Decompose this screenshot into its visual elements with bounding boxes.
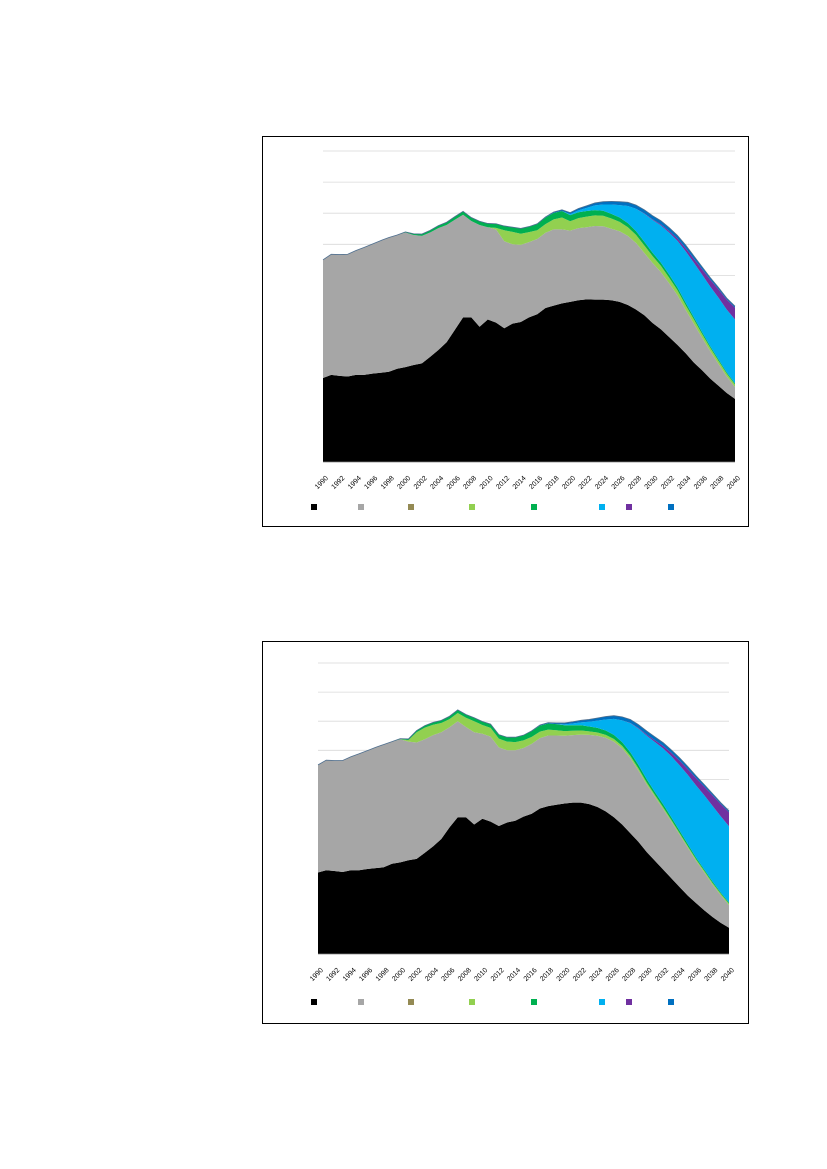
legend-item-7 — [626, 504, 632, 510]
x-tick-label: 2012 — [490, 967, 506, 983]
total-outline — [317, 709, 730, 812]
legend-item-2 — [358, 999, 364, 1005]
x-tick-label: 2000 — [391, 967, 407, 983]
x-tick-label: 2020 — [561, 475, 577, 491]
x-tick-label: 2034 — [677, 475, 693, 491]
legend-item-8 — [668, 504, 674, 510]
x-tick-label: 2038 — [704, 967, 720, 983]
x-tick-label: 2022 — [572, 967, 588, 983]
x-tick-label: 2028 — [621, 967, 637, 983]
legend-swatch — [311, 504, 317, 510]
x-tick-label: 2002 — [413, 475, 429, 491]
chart-bottom: 1990 1992 1994 1996 1998 2000 2002 2004 2006 2008… — [262, 641, 749, 1024]
total-outline — [322, 200, 736, 307]
legend-item-6 — [599, 504, 605, 510]
x-tick-label: 2036 — [687, 967, 703, 983]
x-tick-label: 2034 — [671, 967, 687, 983]
x-tick-label: 2010 — [473, 967, 489, 983]
x-tick-label: 2000 — [396, 475, 412, 491]
legend-swatch — [408, 504, 414, 510]
x-tick-label: 2026 — [605, 967, 621, 983]
x-tick-label: 2010 — [479, 475, 495, 491]
x-tick-label: 2002 — [408, 967, 424, 983]
chart-bottom-svg: 1990 1992 1994 1996 1998 2000 2002 2004 2006 2008… — [309, 662, 736, 983]
legend-item-8 — [668, 999, 674, 1005]
legend-swatch — [311, 999, 317, 1005]
legend-item-4 — [469, 999, 475, 1005]
x-tick-label: 2022 — [578, 475, 594, 491]
legend-swatch — [469, 999, 475, 1005]
area-series-2 — [323, 214, 735, 399]
legend-item-6 — [599, 999, 605, 1005]
chart-top-svg: 1990 1992 1994 1996 1998 2000 2002 2004 2006 2008… — [314, 150, 742, 491]
legend-swatch — [469, 504, 475, 510]
legend-swatch — [358, 504, 364, 510]
chart-top: 1990 1992 1994 1996 1998 2000 2002 2004 2006 2008… — [262, 136, 749, 527]
legend-item-7 — [626, 999, 632, 1005]
legend-swatch — [531, 504, 537, 510]
x-tick-label: 2030 — [644, 475, 660, 491]
x-tick-label: 2040 — [726, 475, 742, 491]
x-tick-label: 2004 — [424, 967, 440, 983]
x-tick-label: 2014 — [512, 475, 528, 491]
legend-swatch — [599, 999, 605, 1005]
x-tick-label: 2036 — [693, 475, 709, 491]
legend-swatch — [408, 999, 414, 1005]
x-tick-label: 1992 — [325, 967, 341, 983]
x-tick-label: 2032 — [654, 967, 670, 983]
x-tick-label: 2006 — [446, 475, 462, 491]
x-tick-label: 1990 — [314, 475, 330, 491]
x-tick-label: 2014 — [506, 967, 522, 983]
x-tick-label: 2038 — [709, 475, 725, 491]
legend-item-2 — [358, 504, 364, 510]
x-tick-label: 2028 — [627, 475, 643, 491]
x-tick-label: 2012 — [495, 475, 511, 491]
legend-swatch — [668, 999, 674, 1005]
x-tick-label: 2020 — [556, 967, 572, 983]
x-tick-label: 1994 — [342, 967, 358, 983]
legend-swatch — [358, 999, 364, 1005]
x-tick-label: 2024 — [588, 967, 604, 983]
legend-item-4 — [469, 504, 475, 510]
x-tick-label: 1998 — [380, 475, 396, 491]
x-tick-label: 2030 — [638, 967, 654, 983]
x-tick-label: 1996 — [363, 475, 379, 491]
x-tick-label: 2008 — [457, 967, 473, 983]
x-tick-label: 2018 — [545, 475, 561, 491]
legend-swatch — [626, 999, 632, 1005]
legend-item-1 — [311, 504, 317, 510]
x-tick-label: 2024 — [594, 475, 610, 491]
legend-swatch — [599, 504, 605, 510]
x-tick-label: 1996 — [358, 967, 374, 983]
x-tick-label: 1990 — [309, 967, 325, 983]
x-tick-label: 1994 — [347, 475, 363, 491]
legend-item-5 — [531, 504, 537, 510]
x-tick-label: 2040 — [720, 967, 736, 983]
x-tick-label: 2032 — [660, 475, 676, 491]
x-tick-label: 1992 — [330, 475, 346, 491]
legend-item-1 — [311, 999, 317, 1005]
area-series-1 — [323, 299, 735, 462]
x-tick-label: 2016 — [528, 475, 544, 491]
legend-item-5 — [531, 999, 537, 1005]
area-series-2 — [318, 721, 729, 928]
legend-item-3 — [408, 999, 414, 1005]
x-tick-label: 2006 — [440, 967, 456, 983]
x-tick-label: 2008 — [462, 475, 478, 491]
x-tick-label: 2004 — [429, 475, 445, 491]
legend-item-3 — [408, 504, 414, 510]
x-tick-label: 2016 — [523, 967, 539, 983]
x-tick-label: 1998 — [375, 967, 391, 983]
area-series-1 — [318, 802, 729, 954]
x-tick-label: 2018 — [539, 967, 555, 983]
legend-swatch — [668, 504, 674, 510]
legend-swatch — [531, 999, 537, 1005]
legend-swatch — [626, 504, 632, 510]
x-tick-label: 2026 — [611, 475, 627, 491]
